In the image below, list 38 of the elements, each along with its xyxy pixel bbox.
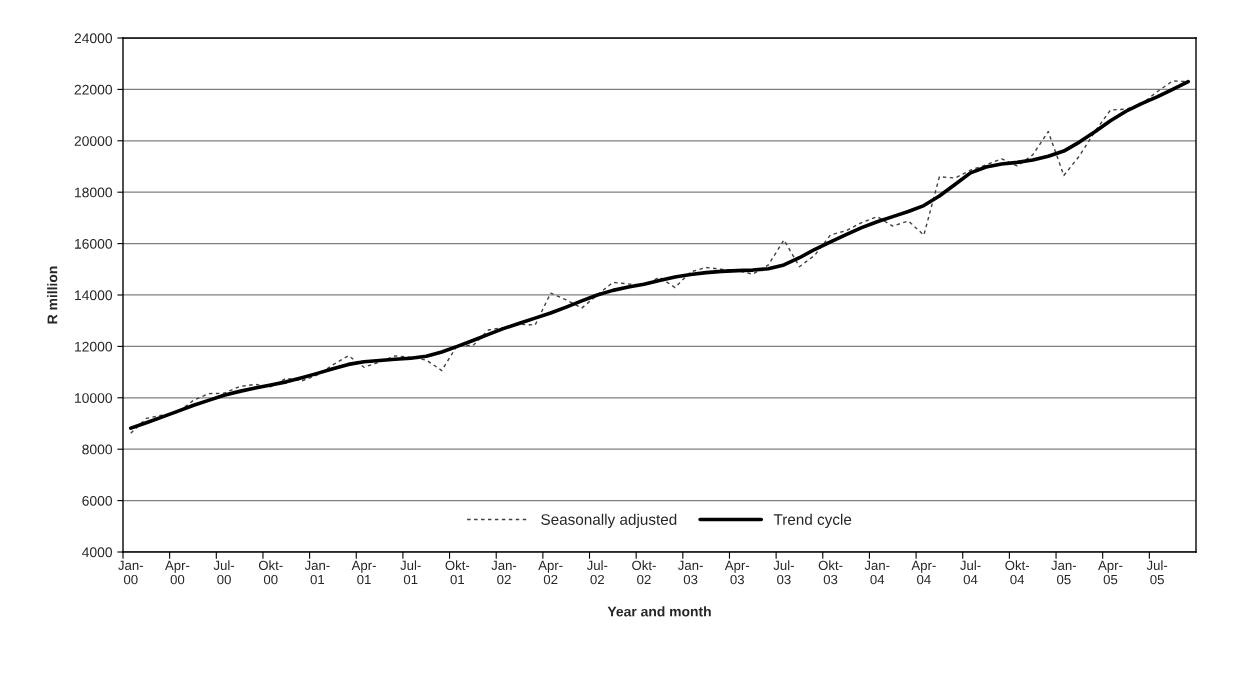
y-tick-label: 20000 [74,136,113,146]
x-tick-label: Jan- 04 [864,560,890,585]
x-tick-label: Jul- 05 [1146,560,1168,585]
y-axis-title: R million [47,266,58,324]
x-tick-label: Jul- 04 [960,560,981,585]
x-tick-label: Apr- 04 [911,560,936,585]
x-tick-label: Okt- 03 [818,560,843,585]
y-tick-label: 10000 [75,393,113,403]
x-tick-label: Jul- 01 [400,560,421,585]
y-tick-label: 12000 [75,341,113,352]
x-tick-label: Jul- 02 [586,560,608,585]
y-tick-label: 22000 [74,84,113,95]
y-tick-label: 16000 [75,238,113,249]
x-tick-label: Apr- 00 [164,560,190,585]
x-tick-label: Jul- 03 [773,560,794,585]
y-tick-label: 24000 [74,33,113,44]
x-tick-label: Okt- 04 [1005,560,1030,585]
x-tick-label: Okt- 02 [632,560,656,585]
x-tick-label: Jan- 05 [1051,560,1077,585]
legend-label: Seasonally adjusted [541,513,677,528]
x-tick-label: Jan- 02 [491,560,517,585]
x-tick-label: Okt- 00 [258,560,283,585]
y-tick-label: 18000 [75,187,113,198]
y-tick-label: 6000 [82,495,113,506]
x-tick-label: Apr- 05 [1098,560,1123,585]
legend-label: Trend cycle [773,513,852,528]
x-tick-label: Jan- 00 [118,560,144,585]
x-tick-label: Apr- 01 [351,560,376,585]
x-axis-title: Year and month [607,606,711,617]
x-tick-label: Apr- 03 [724,560,750,585]
y-tick-label: 14000 [75,290,113,301]
x-tick-label: Jan- 03 [677,560,703,585]
x-tick-label: Okt- 01 [445,560,470,585]
x-tick-label: Jul- 00 [213,560,235,585]
y-tick-label: 8000 [82,444,113,455]
x-tick-label: Jan- 01 [304,560,330,585]
y-tick-label: 4000 [82,547,113,558]
x-tick-label: Apr- 02 [538,560,563,585]
